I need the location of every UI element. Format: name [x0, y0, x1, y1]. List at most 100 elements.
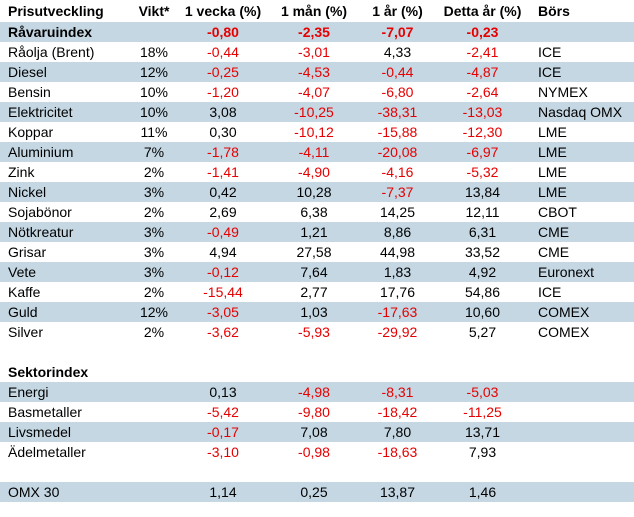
row-label: Koppar [8, 124, 54, 140]
table-row-sektorindex: Sektorindex [0, 362, 634, 382]
row-label: Guld [8, 304, 38, 320]
value-cell: -2,64 [466, 84, 499, 100]
value-cell: -1,41 [207, 164, 239, 180]
value-cell: -9,80 [298, 404, 330, 420]
value-cell: -4,90 [298, 164, 330, 180]
column-header-vikt: Vikt* [138, 3, 170, 19]
exchange-cell: ICE [538, 284, 562, 300]
weight-cell: 11% [140, 124, 168, 140]
exchange-cell: CME [538, 224, 570, 240]
value-cell: -1,78 [207, 144, 239, 160]
value-cell: -3,05 [207, 304, 239, 320]
value-cell: -4,87 [466, 64, 499, 80]
value-cell: -0,80 [207, 24, 239, 40]
row-label: Zink [8, 164, 35, 180]
row-label: Sektorindex [8, 364, 89, 380]
row-label: Sojabönor [8, 204, 72, 220]
weight-cell: 12% [139, 64, 169, 80]
table-row-nickel: Nickel 3% 0,42 10,28 -7,37 13,84 LME [0, 182, 634, 202]
row-label: Vete [8, 264, 37, 280]
exchange-cell: LME [538, 164, 567, 180]
value-cell: -6,97 [466, 144, 499, 160]
value-cell: 13,71 [464, 424, 501, 440]
row-label: Livsmedel [8, 424, 72, 440]
value-cell: -0,98 [298, 444, 330, 460]
value-cell: -3,10 [207, 444, 239, 460]
weight-cell: 10% [139, 84, 169, 100]
exchange-cell: LME [538, 124, 567, 140]
value-cell: -7,07 [381, 24, 414, 40]
row-label: Silver [8, 324, 44, 340]
value-cell: -7,37 [381, 184, 414, 200]
table-row--delmetaller: Ädelmetaller -3,10 -0,98 -18,63 7,93 [0, 442, 634, 462]
value-cell: -3,62 [207, 324, 239, 340]
value-cell: -10,12 [294, 124, 334, 140]
row-label: Grisar [8, 244, 47, 260]
value-cell: 17,76 [379, 284, 416, 300]
value-cell: -17,63 [377, 304, 418, 320]
exchange-cell: ICE [538, 64, 562, 80]
table-row-aluminium: Aluminium 7% -1,78 -4,11 -20,08 -6,97 LME [0, 142, 634, 162]
value-cell: -6,80 [381, 84, 414, 100]
table-row-diesel: Diesel 12% -0,25 -4,53 -0,44 -4,87 ICE [0, 62, 634, 82]
value-cell: -5,42 [207, 404, 239, 420]
value-cell: 0,42 [209, 184, 237, 200]
column-header-y1: 1 år (%) [372, 3, 423, 19]
weight-cell: 2% [143, 204, 165, 220]
value-cell: -12,30 [462, 124, 503, 140]
value-cell: -0,12 [207, 264, 239, 280]
column-header-ytd: Detta år (%) [443, 3, 522, 19]
value-cell: -10,25 [294, 104, 334, 120]
row-label: Energi [8, 384, 49, 400]
exchange-cell: CBOT [538, 204, 577, 220]
row-label: Råvaruindex [8, 24, 93, 40]
value-cell: 10,60 [464, 304, 501, 320]
value-cell: -0,17 [207, 424, 239, 440]
row-label: Basmetaller [8, 404, 82, 420]
table-row-guld: Guld 12% -3,05 1,03 -17,63 10,60 COMEX [0, 302, 634, 322]
column-header-name: Prisutveckling [8, 3, 104, 19]
value-cell: 54,86 [464, 284, 501, 300]
table-row-omx-30: OMX 30 1,14 0,25 13,87 1,46 [0, 482, 634, 502]
column-header-w1: 1 vecka (%) [184, 3, 262, 19]
weight-cell: 3% [143, 224, 165, 240]
value-cell: 13,87 [379, 484, 416, 500]
value-cell: 6,38 [300, 204, 328, 220]
value-cell: 0,30 [209, 124, 237, 140]
row-label: OMX 30 [8, 484, 60, 500]
value-cell: 33,52 [464, 244, 501, 260]
row-label: Ädelmetaller [8, 444, 86, 460]
row-label: Aluminium [8, 144, 74, 160]
value-cell: -5,03 [466, 384, 499, 400]
table-row-sojab-nor: Sojabönor 2% 2,69 6,38 14,25 12,11 CBOT [0, 202, 634, 222]
value-cell: 2,77 [300, 284, 328, 300]
table-row-zink: Zink 2% -1,41 -4,90 -4,16 -5,32 LME [0, 162, 634, 182]
value-cell: 27,58 [296, 244, 332, 260]
exchange-cell: LME [538, 184, 567, 200]
price-table-body: Råvaruindex -0,80 -2,35 -7,07 -0,23 Råolja (B… [0, 22, 634, 502]
value-cell: 1,21 [300, 224, 328, 240]
value-cell: 7,08 [300, 424, 328, 440]
row-label: Råolja (Brent) [8, 44, 95, 60]
value-cell: 4,92 [468, 264, 497, 280]
value-cell: 5,27 [468, 324, 497, 340]
table-row-elektricitet: Elektricitet 10% 3,08 -10,25 -38,31 -13,03 Nas… [0, 102, 634, 122]
value-cell: -0,23 [466, 24, 499, 40]
value-cell: -4,07 [298, 84, 330, 100]
value-cell: -29,92 [377, 324, 418, 340]
value-cell: 1,14 [209, 484, 237, 500]
table-row-silver: Silver 2% -3,62 -5,93 -29,92 5,27 COMEX [0, 322, 634, 342]
table-row-energi: Energi 0,13 -4,98 -8,31 -5,03 [0, 382, 634, 402]
value-cell: -0,44 [207, 44, 239, 60]
table-row-kaffe: Kaffe 2% -15,44 2,77 17,76 54,86 ICE [0, 282, 634, 302]
table-row-n-tkreatur: Nötkreatur 3% -0,49 1,21 8,86 6,31 CME [0, 222, 634, 242]
weight-cell: 7% [143, 144, 165, 160]
exchange-cell: ICE [538, 44, 562, 60]
value-cell: 8,86 [383, 224, 412, 240]
table-row-r-olja-brent-: Råolja (Brent) 18% -0,44 -3,01 4,33 -2,41 ICE [0, 42, 634, 62]
value-cell: -5,93 [298, 324, 330, 340]
table-row-basmetaller: Basmetaller -5,42 -9,80 -18,42 -11,25 [0, 402, 634, 422]
value-cell: -4,98 [298, 384, 330, 400]
value-cell: -4,16 [381, 164, 414, 180]
value-cell: -18,63 [377, 444, 418, 460]
